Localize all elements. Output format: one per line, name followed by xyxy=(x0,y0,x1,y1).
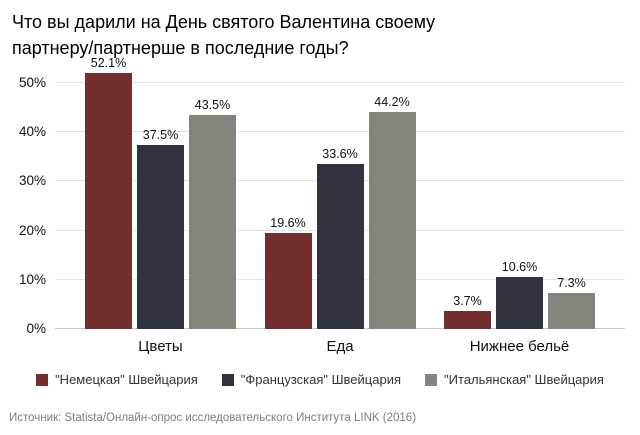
bar-group-1: 52.1% 37.5% 43.5% Цветы xyxy=(85,56,236,355)
legend-swatch-icon xyxy=(425,373,438,386)
y-tick-label-30: 30% xyxy=(18,173,46,189)
bar-item-series-1: 3.7% xyxy=(444,294,491,329)
bar-item-series-3: 7.3% xyxy=(548,276,595,329)
grid-line-40 xyxy=(55,131,625,133)
legend: "Немецкая" Швейцария "Французская" Швейца… xyxy=(0,372,640,387)
bar-value-label: 44.2% xyxy=(374,94,410,109)
bar-groups: 52.1% 37.5% 43.5% Цветы 19.6% 33.6% 44.2% Еда 3.… xyxy=(55,56,625,355)
legend-item-3: "Итальянская" Швейцария xyxy=(425,372,604,387)
category-label: Нижнее бельё xyxy=(469,338,570,355)
legend-label: "Французская" Швейцария xyxy=(240,372,402,387)
bar xyxy=(264,232,312,329)
y-tick-label-0: 0% xyxy=(26,321,46,336)
bar xyxy=(316,163,364,329)
legend-label: "Итальянская" Швейцария xyxy=(444,372,604,387)
plot-area: 0% 10% 20% 30% 40% 50% 52.1% 37.5% 43.5% Цветы 19… xyxy=(19,56,625,355)
bar-value-label: 10.6% xyxy=(501,259,538,274)
y-tick-label-10: 10% xyxy=(18,271,46,287)
bar-item-series-2: 37.5% xyxy=(137,128,184,329)
legend-swatch-icon xyxy=(36,373,49,386)
bar-value-label: 43.5% xyxy=(194,97,231,112)
legend-item-1: "Немецкая" Швейцария xyxy=(36,372,198,387)
bar-group-2: 19.6% 33.6% 44.2% Еда xyxy=(264,67,416,355)
bar-item-series-2: 10.6% xyxy=(496,260,543,329)
bar-item-series-1: 52.1% xyxy=(85,56,132,329)
bar-item-series-3: 43.5% xyxy=(189,98,236,329)
bar-item-series-1: 19.6% xyxy=(264,216,312,329)
category-label: Цветы xyxy=(138,338,183,355)
bar-value-label: 19.6% xyxy=(270,215,306,230)
legend-swatch-icon xyxy=(221,373,234,386)
bar xyxy=(496,276,543,329)
y-tick-label-50: 50% xyxy=(18,75,46,90)
bar xyxy=(85,72,132,329)
category-label: Еда xyxy=(326,338,354,355)
bar-value-label: 37.5% xyxy=(142,127,179,142)
bar-group-3: 3.7% 10.6% 7.3% Нижнее бельё xyxy=(444,67,595,355)
bar xyxy=(189,114,236,329)
grid-line-50 xyxy=(55,82,625,83)
bar xyxy=(368,111,416,329)
bar-item-series-3: 44.2% xyxy=(368,95,416,329)
bar-value-label: 7.3% xyxy=(557,276,586,291)
y-tick-label-20: 20% xyxy=(18,222,46,238)
source-text: Источник: Statista/Онлайн-опрос исследов… xyxy=(9,412,417,424)
bar xyxy=(444,310,491,329)
bar xyxy=(137,144,184,329)
chart-page: Что вы дарили на День святого Валентина … xyxy=(0,9,640,435)
bar-item-series-2: 33.6% xyxy=(316,147,364,329)
bar xyxy=(548,293,595,329)
legend-label: "Немецкая" Швейцария xyxy=(55,372,198,387)
chart-title: Что вы дарили на День святого Валентина … xyxy=(12,12,436,58)
y-tick-label-40: 40% xyxy=(18,124,46,140)
bar-value-label: 33.6% xyxy=(322,146,358,161)
bar-value-label: 3.7% xyxy=(453,293,482,308)
legend-item-2: "Французская" Швейцария xyxy=(221,372,402,387)
bar-value-label: 52.1% xyxy=(90,55,127,70)
